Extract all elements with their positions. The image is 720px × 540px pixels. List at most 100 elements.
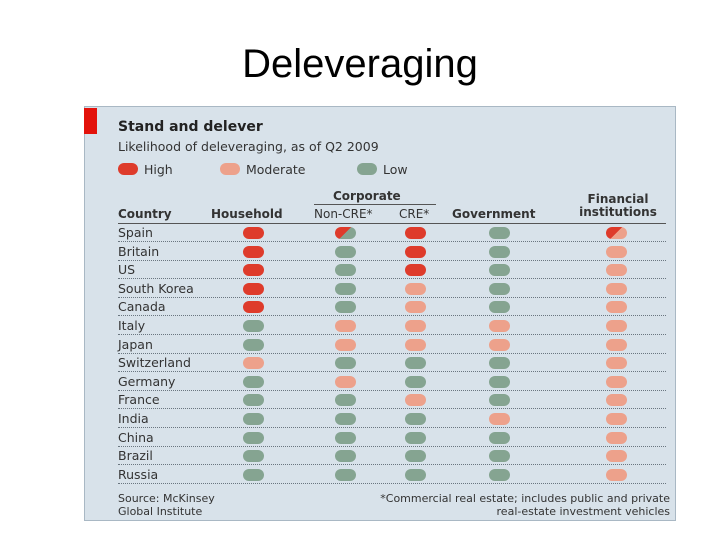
source-note: Source: McKinsey Global Institute <box>118 492 215 518</box>
country-label: Germany <box>118 373 176 389</box>
slide-title: Deleveraging <box>242 42 478 86</box>
table-row: Switzerland <box>118 354 666 373</box>
country-label: Japan <box>118 336 153 352</box>
rating-dot-non-cre <box>335 301 356 314</box>
rating-dot-cre <box>405 394 426 407</box>
table-row: Britain <box>118 243 666 261</box>
table-row: Japan <box>118 336 666 354</box>
rating-dot-cre <box>405 245 426 258</box>
rating-dot-household <box>243 264 264 277</box>
legend-item-moderate: Moderate <box>220 161 305 177</box>
rating-dot-non-cre <box>335 431 356 444</box>
rating-dot-financial-institutions <box>606 413 627 425</box>
rating-dot-government <box>489 413 510 425</box>
rating-dot-household <box>243 282 264 295</box>
rating-dot-government <box>489 357 510 370</box>
rating-dot-government <box>489 468 510 481</box>
rating-dot-government <box>489 301 510 314</box>
rating-dot-cre <box>405 338 426 351</box>
rating-dot-cre <box>405 264 426 277</box>
corporate-underline <box>314 204 436 205</box>
rating-dot-financial-institutions <box>606 338 627 351</box>
chart-title: Stand and delever <box>118 119 263 135</box>
country-label: US <box>118 262 136 278</box>
rating-dot-household <box>243 375 264 388</box>
country-label: Russia <box>118 466 159 482</box>
rating-dot-government <box>489 394 510 407</box>
legend-swatch-low <box>357 163 377 175</box>
header-financial-institutions: Financial institutions <box>579 192 657 219</box>
country-label: Brazil <box>118 448 153 464</box>
rating-dot-financial-institutions <box>606 357 627 370</box>
country-label: Italy <box>118 318 146 333</box>
header-non-cre: Non-CRE* <box>314 207 373 221</box>
rating-dot-financial-institutions <box>606 264 627 277</box>
table-row: South Korea <box>118 280 666 298</box>
table-row: Brazil <box>118 447 666 466</box>
rating-dot-household <box>243 394 264 407</box>
rating-dot-government <box>489 245 510 258</box>
chart-panel <box>84 106 676 521</box>
country-label: Spain <box>118 225 153 240</box>
legend-item-high: High <box>118 161 173 177</box>
legend-label-moderate: Moderate <box>246 161 306 177</box>
rating-dot-non-cre <box>335 450 356 463</box>
rating-dot-financial-institutions <box>606 394 627 407</box>
rating-dot-financial-institutions <box>606 301 627 314</box>
table-row: Germany <box>118 373 666 391</box>
rating-dot-government <box>489 450 510 463</box>
table-row: US <box>118 261 666 280</box>
footnote: *Commercial real estate; includes public… <box>380 492 670 518</box>
chart-subtitle: Likelihood of deleveraging, as of Q2 200… <box>118 139 379 154</box>
rating-dot-financial-institutions <box>606 375 627 388</box>
rating-dot-financial-institutions <box>606 320 627 332</box>
rating-dot-household <box>243 245 264 258</box>
rating-dot-household <box>243 413 264 425</box>
rating-dot-government <box>489 320 510 332</box>
rating-dot-non-cre <box>335 375 356 388</box>
rating-dot-government <box>489 375 510 388</box>
rating-dot-government <box>489 282 510 295</box>
rating-dot-cre <box>405 357 426 370</box>
header-separator <box>118 223 666 224</box>
rating-dot-household <box>243 357 264 370</box>
rating-dot-government <box>489 264 510 277</box>
rating-dot-household <box>243 450 264 463</box>
legend-label-high: High <box>144 161 173 177</box>
rating-dot-financial-institutions <box>606 450 627 463</box>
rating-dot-cre <box>405 301 426 314</box>
rating-dot-non-cre <box>335 245 356 258</box>
rating-dot-government <box>489 227 510 239</box>
table-row: France <box>118 391 666 410</box>
country-label: Canada <box>118 299 166 315</box>
rating-dot-non-cre <box>335 320 356 332</box>
table-row: China <box>118 429 666 447</box>
rating-dot-cre <box>405 375 426 388</box>
header-corporate: Corporate <box>333 189 401 203</box>
rating-dot-non-cre <box>335 357 356 370</box>
rating-dot-financial-institutions <box>606 282 627 295</box>
country-label: France <box>118 392 160 408</box>
rating-dot-financial-institutions <box>606 431 627 444</box>
rating-dot-non-cre <box>335 468 356 481</box>
country-label: China <box>118 429 154 445</box>
header-household: Household <box>211 207 283 221</box>
rating-dot-non-cre <box>335 394 356 407</box>
country-label: India <box>118 411 149 426</box>
rating-dot-household <box>243 227 264 239</box>
rating-dot-non-cre <box>335 264 356 277</box>
country-label: Britain <box>118 243 160 259</box>
rating-dot-household <box>243 320 264 332</box>
country-label: Switzerland <box>118 355 191 371</box>
legend-swatch-high <box>118 163 138 175</box>
rating-dot-household <box>243 468 264 481</box>
rating-dot-financial-institutions <box>606 227 627 239</box>
legend-item-low: Low <box>357 161 408 177</box>
brand-accent-bar <box>84 108 97 134</box>
legend-swatch-moderate <box>220 163 240 175</box>
rating-dot-cre <box>405 431 426 444</box>
table-row: Canada <box>118 298 666 317</box>
rating-dot-non-cre <box>335 413 356 425</box>
table-row: India <box>118 410 666 428</box>
rating-dot-government <box>489 431 510 444</box>
